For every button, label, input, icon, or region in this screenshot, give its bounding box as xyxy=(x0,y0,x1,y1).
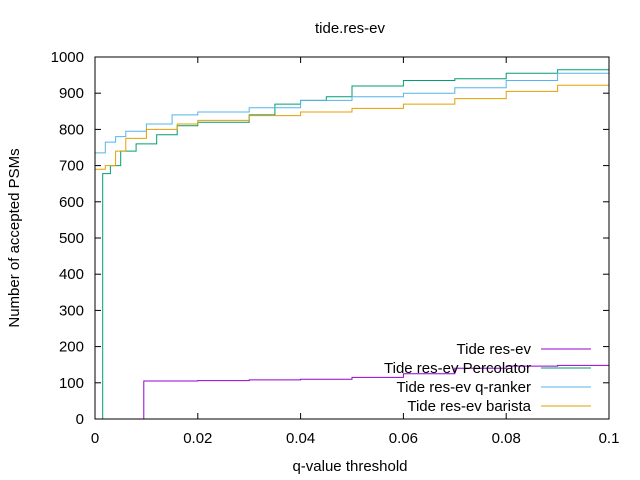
axis-ticks: 0 100 200 300 400 500 600 700 800 900 1000 0 0.02 0.0… xyxy=(51,49,620,447)
y-tick-label: 1000 xyxy=(51,49,84,66)
series-line-1 xyxy=(143,364,610,419)
x-tick-label: 0.08 xyxy=(492,430,521,447)
chart-title: tide.res-ev xyxy=(315,20,386,37)
y-tick-label: 0 xyxy=(76,411,84,428)
y-tick-label: 800 xyxy=(59,121,84,138)
y-axis-title: Number of accepted PSMs xyxy=(6,148,23,327)
y-tick-label: 200 xyxy=(59,339,84,356)
y-tick-label: 900 xyxy=(59,85,84,102)
legend-label: Tide res-ev xyxy=(457,341,532,358)
y-tick-label: 500 xyxy=(59,230,84,247)
x-tick-label: 0 xyxy=(91,430,99,447)
y-tick-label: 400 xyxy=(59,266,84,283)
x-axis-title: q-value threshold xyxy=(292,458,407,475)
series-line-3 xyxy=(95,66,610,154)
series-line-4 xyxy=(95,79,610,170)
y-tick-label: 600 xyxy=(59,194,84,211)
x-tick-label: 0.1 xyxy=(599,430,620,447)
y-tick-label: 100 xyxy=(59,375,84,392)
legend-label: Tide res-ev barista xyxy=(407,398,531,415)
legend: Tide res-ev Tide res-ev Percolator Tide re… xyxy=(384,341,591,415)
x-tick-label: 0.02 xyxy=(183,430,212,447)
legend-label: Tide res-ev Percolator xyxy=(384,360,531,377)
plot-area xyxy=(95,64,610,419)
x-tick-label: 0.06 xyxy=(389,430,418,447)
legend-label: Tide res-ev q-ranker xyxy=(397,379,532,396)
series-line-2 xyxy=(102,64,610,419)
x-tick-label: 0.04 xyxy=(286,430,315,447)
y-tick-label: 300 xyxy=(59,302,84,319)
y-tick-label: 700 xyxy=(59,158,84,175)
